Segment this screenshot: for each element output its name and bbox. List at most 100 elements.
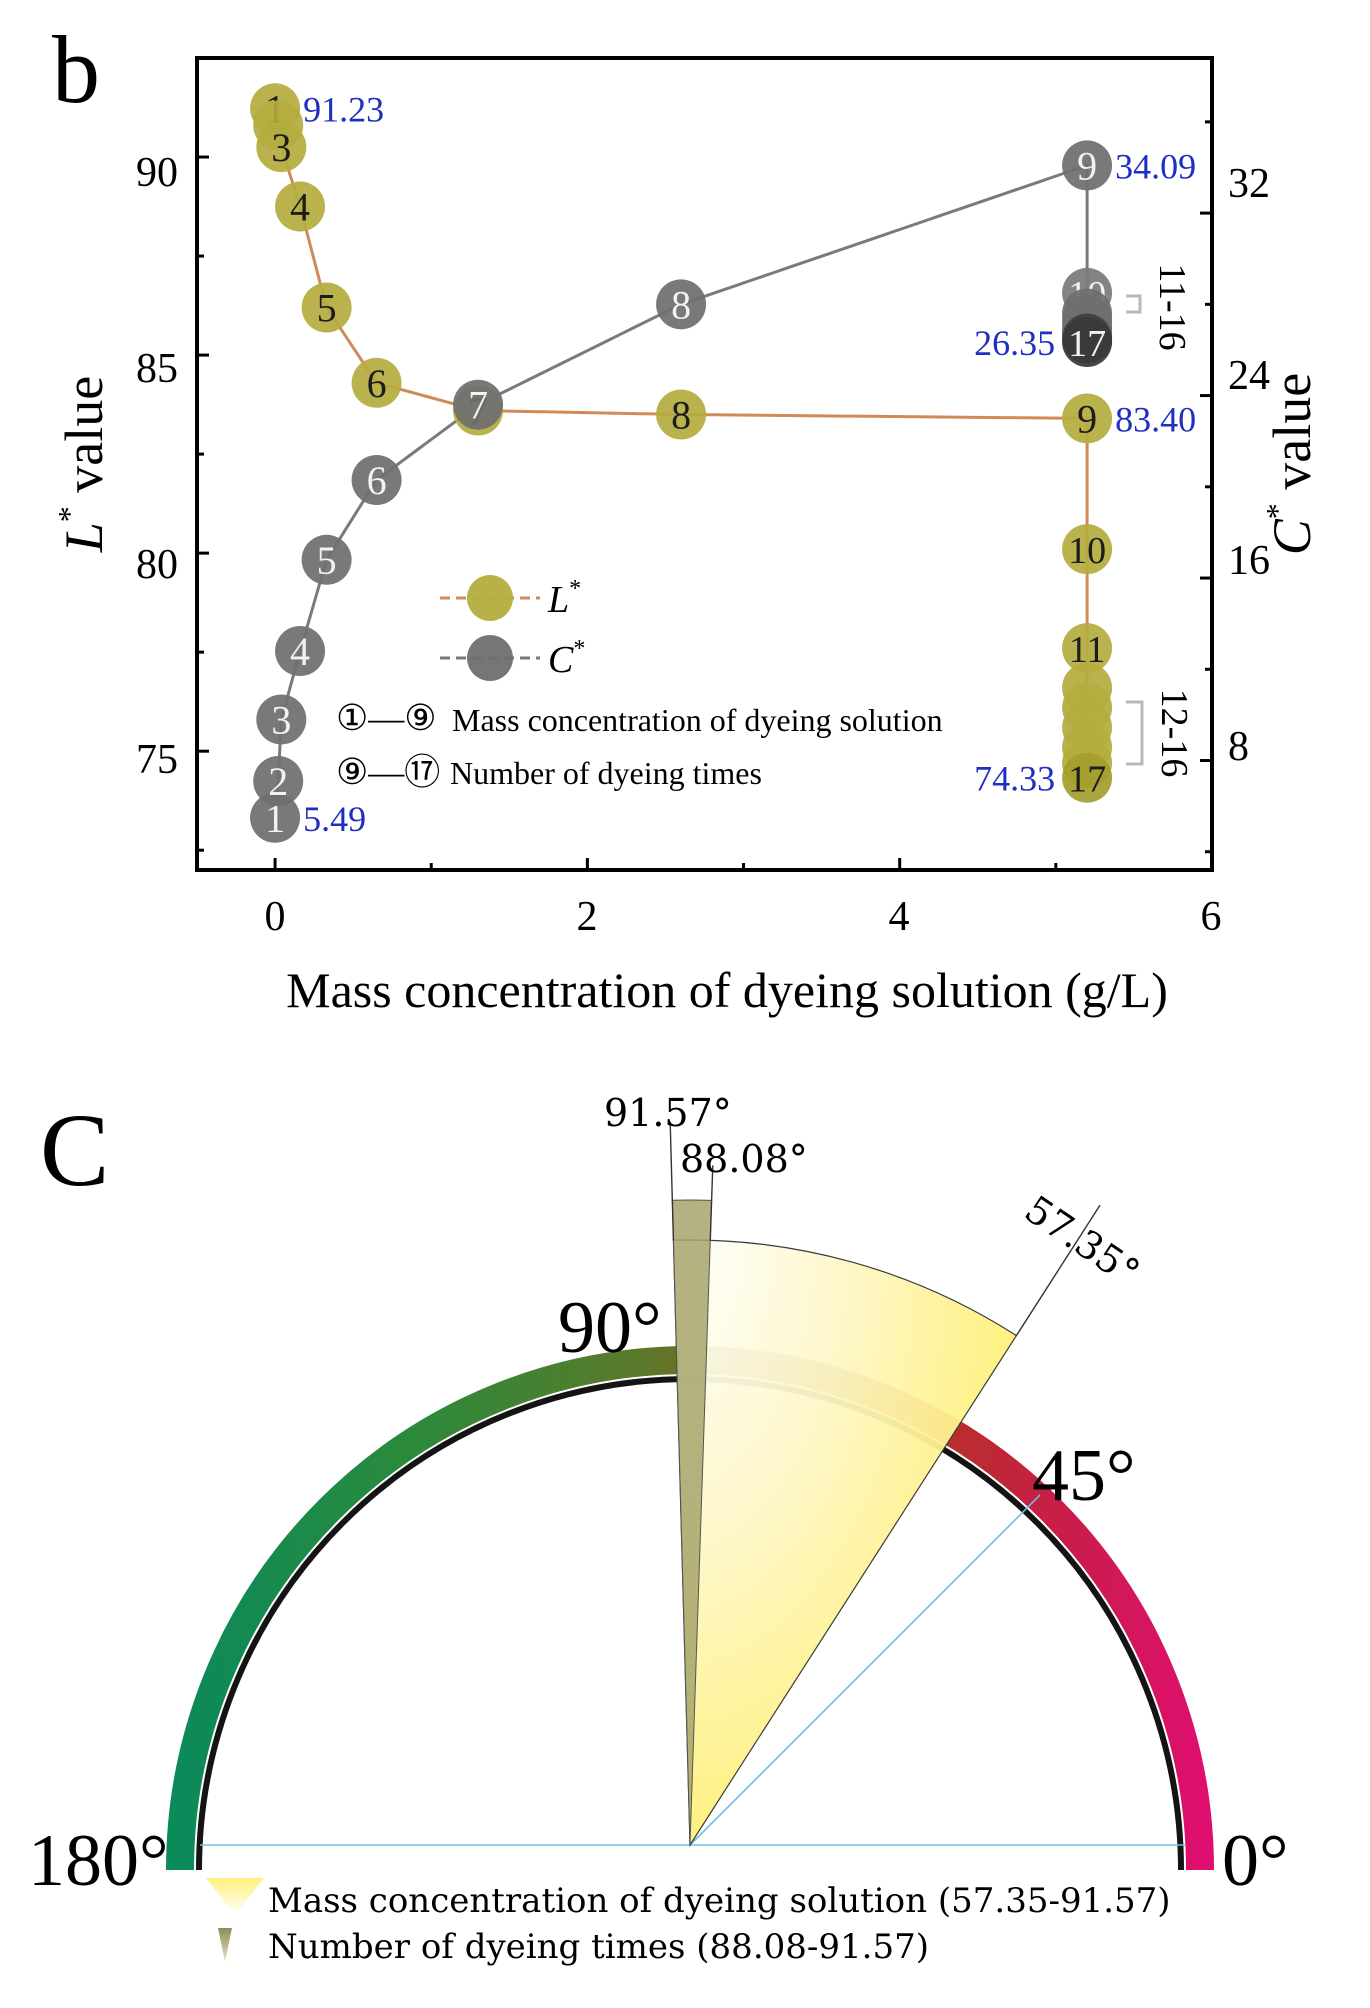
series-line-l [273, 108, 1089, 778]
marker-c-17 [1062, 316, 1113, 367]
legend-sector-concentration-icon [206, 1878, 264, 1915]
y-right-tick-labels: 8 16 24 32 [1228, 161, 1270, 770]
marker-c-7 [453, 379, 504, 430]
marker-label: 17 [1068, 759, 1106, 801]
y-left-tick-label: 75 [136, 737, 178, 783]
x-tick-label: 2 [577, 894, 598, 940]
y-right-tick-label: 8 [1228, 724, 1249, 770]
note-text-times: Number of dyeing times [450, 755, 762, 791]
y-left-tick-labels: 75 80 85 90 [136, 150, 178, 783]
marker-l-9 [1062, 393, 1113, 444]
marker-label: 5 [317, 286, 337, 331]
marker-l-6 [351, 357, 402, 408]
marker-label: 5 [317, 538, 337, 583]
x-axis-title: Mass concentration of dyeing solution (g… [286, 962, 1168, 1018]
angle-leader-line [1015, 1204, 1101, 1336]
bracket-markers [1126, 294, 1144, 766]
marker-c-1 [250, 792, 301, 843]
marker-l-11 [1062, 623, 1113, 674]
marker-c-8 [656, 279, 707, 330]
marker-l-8 [656, 389, 707, 440]
value-annotation: 83.40 [1115, 399, 1196, 439]
marker-label: 1 [265, 796, 285, 841]
sector-concentration [672, 1239, 1018, 1847]
marker-c-9 [1062, 140, 1113, 191]
marker-l-4 [275, 181, 326, 232]
series-markers: 13456789101117123456789101117 [250, 83, 1113, 843]
scale-label-0: 0° [1222, 1820, 1289, 1902]
scale-label-45: 45° [1032, 1435, 1136, 1517]
marker-l-5 [301, 282, 352, 333]
y-right-tick-label: 24 [1228, 353, 1270, 399]
angle-leader-line [669, 1125, 675, 1241]
note-text-concentration: Mass concentration of dyeing solution [452, 702, 943, 738]
panel-b-label: b [52, 16, 100, 123]
legend-text-times: Number of dyeing times (88.08-91.57) [268, 1927, 929, 1967]
marker-label: 10 [1068, 530, 1106, 572]
y-left-tick-label: 85 [136, 346, 178, 392]
y-left-tick-label: 90 [136, 150, 178, 196]
value-annotation: 34.09 [1115, 146, 1196, 186]
marker-label: 6 [367, 458, 387, 503]
panel-c-label: C [40, 1093, 109, 1208]
legend-label-c: C* [548, 636, 585, 681]
panel-c-legend: Mass concentration of dyeing solution (5… [206, 1878, 1171, 1967]
marker-label: 8 [671, 392, 691, 437]
marker-c-4 [275, 626, 326, 677]
marker-label: 6 [367, 361, 387, 406]
legend: L* C* [440, 575, 585, 681]
legend-marker-c [467, 635, 513, 681]
marker-label: 9 [1077, 143, 1097, 188]
marker-c-3 [256, 694, 307, 745]
bracket-label-11-16: 11-16 [1151, 263, 1193, 350]
panel-b-chart: b 13456789101117123456789101117 91.2383.… [51, 16, 1322, 1018]
x-tick-label: 4 [889, 894, 910, 940]
marker-c-6 [351, 454, 402, 505]
axis-ticks [197, 56, 1214, 870]
guide-line [689, 1494, 1041, 1846]
y-axis-right-title: C* value [1259, 373, 1322, 555]
legend-sector-times-icon [218, 1928, 232, 1962]
bracket-label-12-16: 12-16 [1153, 689, 1195, 778]
angle-label-91-57: 91.57° [604, 1091, 732, 1135]
marker-label: 4 [290, 185, 310, 230]
value-annotation: 91.23 [303, 89, 384, 129]
marker-c-2 [253, 756, 304, 807]
y-axis-left-title: L* value [51, 376, 114, 554]
panel-c-chart: C 91.57°88.08° 57.35° 180° 90° 45° 0° Mas… [28, 1091, 1289, 1967]
marker-label: 9 [1077, 396, 1097, 441]
note-range-concentration: ①—⑨ [336, 698, 437, 738]
value-annotation: 26.35 [974, 323, 1055, 363]
angle-leader-line [709, 1165, 714, 1241]
x-tick-labels: 0 2 4 6 [265, 894, 1222, 940]
notes: ①—⑨ Mass concentration of dyeing solutio… [336, 698, 943, 792]
angle-sectors [671, 1199, 1018, 1847]
y-right-tick-label: 32 [1228, 161, 1270, 207]
angle-label-88-08: 88.08° [680, 1137, 808, 1181]
legend-text-concentration: Mass concentration of dyeing solution (5… [268, 1881, 1171, 1921]
plot-frame [195, 56, 1214, 872]
value-annotation: 5.49 [303, 799, 366, 839]
marker-label: 4 [290, 629, 310, 674]
y-right-tick-label: 16 [1228, 538, 1270, 584]
scale-label-90: 90° [558, 1287, 662, 1369]
scale-label-180: 180° [28, 1820, 169, 1902]
marker-label: 17 [1068, 323, 1106, 365]
x-tick-label: 6 [1201, 894, 1222, 940]
x-tick-label: 0 [265, 894, 286, 940]
marker-label: 2 [268, 759, 288, 804]
marker-l-17 [1062, 752, 1113, 803]
marker-label: 3 [271, 697, 291, 742]
value-annotation: 74.33 [974, 759, 1055, 799]
marker-c-5 [301, 534, 352, 585]
marker-l-3 [256, 122, 307, 173]
marker-label: 8 [671, 282, 691, 327]
marker-l-10 [1062, 524, 1113, 575]
legend-label-l: L* [547, 576, 581, 621]
legend-marker-l [467, 575, 513, 621]
marker-label: 3 [271, 125, 291, 170]
marker-label: 7 [468, 383, 488, 428]
angle-label-57-35: 57.35° [1017, 1187, 1148, 1295]
value-annotations: 91.23 83.40 74.33 5.49 34.09 26.35 [303, 89, 1196, 838]
